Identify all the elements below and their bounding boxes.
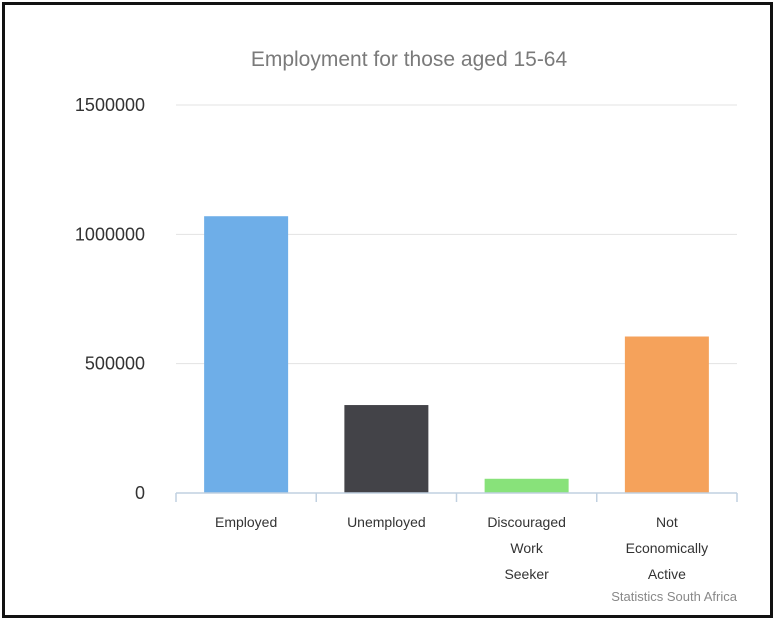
x-tick-label: Not Economically Active [626, 514, 708, 582]
x-tick-label: Employed [215, 514, 277, 530]
y-tick-label: 1000000 [75, 224, 145, 244]
chart-credit: Statistics South Africa [611, 589, 737, 604]
x-axis-labels: Employed Unemployed Discouraged Work Seeker N… [215, 514, 708, 582]
y-tick-label: 0 [135, 483, 145, 503]
x-tick-label: Unemployed [347, 514, 426, 530]
y-tick-label: 1500000 [75, 95, 145, 115]
bars [204, 216, 709, 493]
y-tick-label: 500000 [85, 354, 145, 374]
chart-title: Employment for those aged 15-64 [251, 48, 568, 71]
bar-discouraged-work-seeker [484, 478, 569, 493]
y-axis-ticks: 0 500000 1000000 1500000 [75, 95, 145, 503]
bar-employed [204, 216, 289, 493]
x-axis [175, 492, 738, 502]
bar-unemployed [344, 405, 429, 493]
x-tick-label: Discouraged Work Seeker [487, 514, 566, 582]
bar-not-economically-active [624, 336, 709, 493]
